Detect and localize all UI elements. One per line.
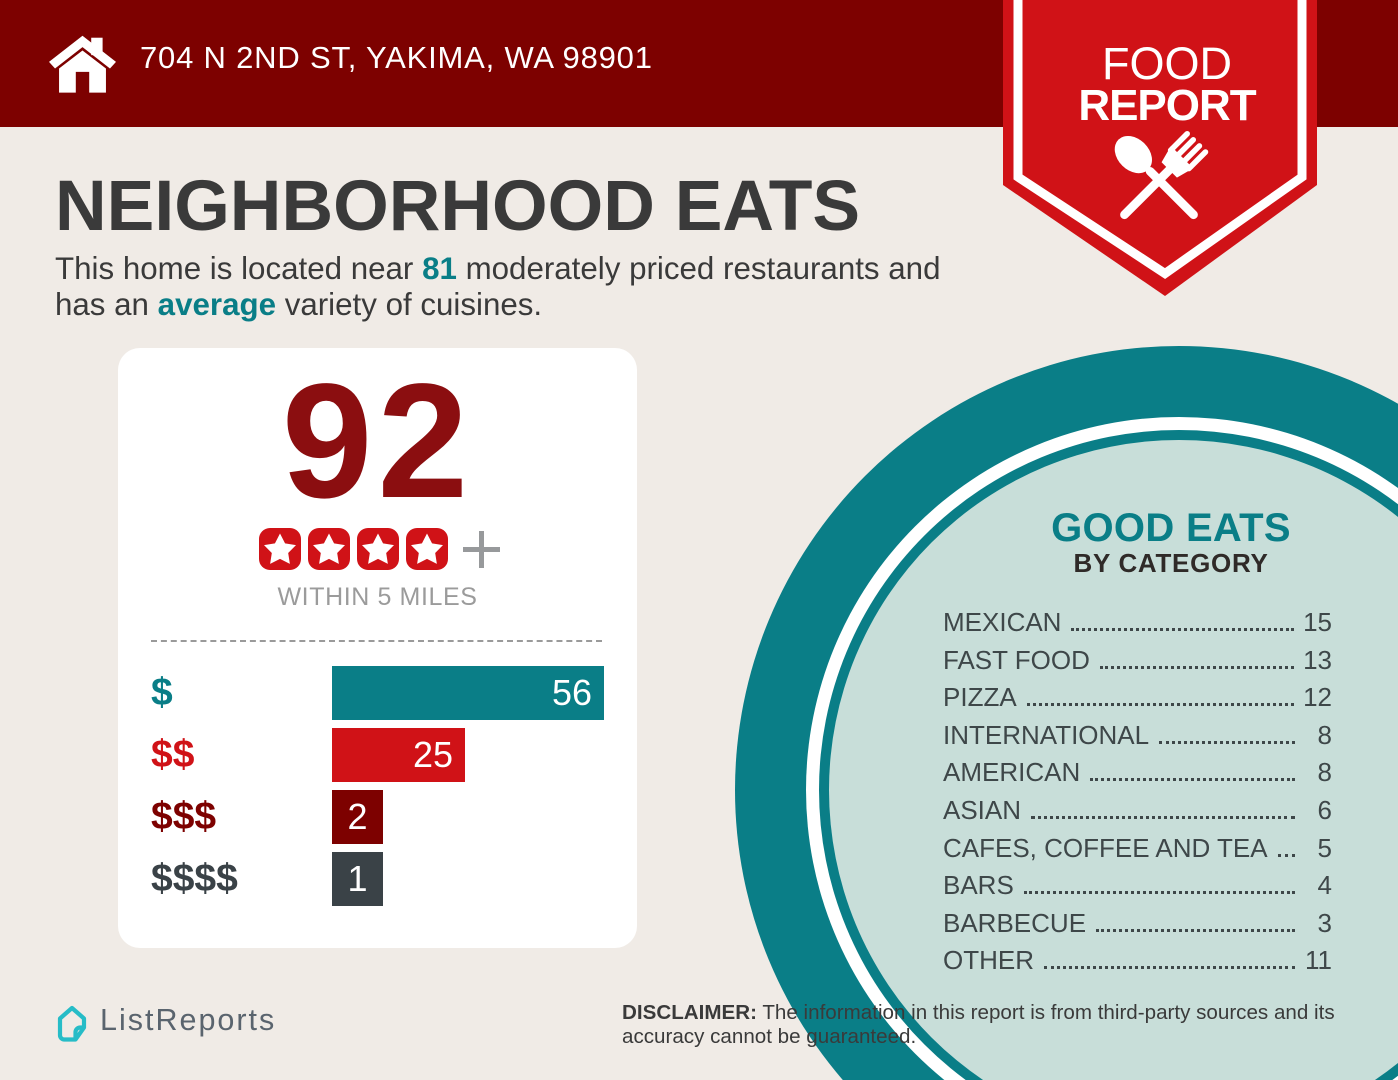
category-value: 3	[1317, 907, 1332, 938]
intro-text: This home is located near 81 moderately …	[55, 251, 1005, 322]
good-eats-title: GOOD EATS	[1051, 506, 1291, 550]
star-icon	[308, 528, 350, 570]
category-value: 4	[1317, 870, 1332, 901]
home-icon	[49, 35, 116, 93]
dotted-leader	[1277, 853, 1295, 857]
dotted-leader	[1071, 628, 1295, 631]
restaurant-score: 92	[281, 349, 474, 532]
category-row: FAST FOOD 13	[943, 645, 1332, 683]
brand-name: ListReports	[100, 1003, 277, 1037]
restaurant-count: 81	[422, 251, 457, 286]
price-bar-chart: $56 $$ 25 $$$ 2 $$$$ 1	[151, 666, 611, 914]
price-bar-value: 1	[347, 858, 368, 899]
ribbon-title-line1: FOOD	[1102, 38, 1232, 89]
ribbon-shape	[1003, 0, 1317, 296]
price-bar: 1	[332, 852, 383, 906]
dotted-leader	[1044, 966, 1295, 970]
category-label: CAFES, COFFEE AND TEA	[943, 832, 1268, 863]
category-row: ASIAN 6	[943, 795, 1332, 833]
price-bar-value: 56	[551, 672, 592, 713]
category-label: BARS	[943, 870, 1014, 901]
category-value: 6	[1317, 794, 1332, 825]
category-row: PIZZA 12	[943, 682, 1332, 720]
category-label: PIZZA	[943, 682, 1017, 713]
price-bar-label: $$	[151, 733, 195, 776]
category-row: BARBECUE 3	[943, 908, 1332, 946]
category-label: INTERNATIONAL	[943, 719, 1150, 750]
category-list: MEXICAN 15 FAST FOOD 13 PIZZA 12 INTERNATIONAL…	[943, 607, 1332, 983]
plus-icon	[463, 530, 500, 568]
dotted-leader	[1031, 815, 1295, 819]
category-row: MEXICAN 15	[943, 607, 1332, 645]
disclaimer-text: The information in this report is from t…	[622, 1001, 1335, 1048]
category-label: BARBECUE	[943, 907, 1087, 938]
ribbon-title-line2: REPORT	[1078, 81, 1256, 130]
star-icon	[357, 528, 399, 570]
price-bar: 56	[332, 666, 604, 720]
price-bar-row: $$$ 2	[151, 790, 611, 844]
intro-line1-post: moderately priced restaurants and	[456, 251, 941, 286]
price-bar-value: 2	[347, 796, 368, 837]
dotted-leader	[1099, 665, 1295, 669]
price-bar-row: $56	[151, 666, 611, 720]
price-bar-value: 25	[412, 734, 453, 775]
category-label: AMERICAN	[943, 757, 1081, 788]
good-eats-subtitle: BY CATEGORY	[1073, 548, 1269, 578]
page-title: NEIGHBORHOOD EATS	[55, 166, 861, 246]
category-row: INTERNATIONAL 8	[943, 720, 1332, 758]
star-icon	[259, 528, 301, 570]
price-bar-row: $$$$ 1	[151, 852, 611, 906]
category-label: OTHER	[943, 945, 1034, 976]
category-value: 12	[1303, 682, 1332, 713]
dotted-leader	[1026, 703, 1295, 707]
category-value: 8	[1317, 757, 1332, 788]
dotted-leader	[1159, 740, 1295, 744]
dotted-leader	[1023, 891, 1295, 895]
category-label: FAST FOOD	[943, 644, 1090, 675]
intro-line2-pre: has an	[55, 286, 158, 322]
variety-highlight: average	[157, 286, 276, 322]
dashed-divider	[151, 640, 602, 642]
price-bar-label: $$$$	[151, 857, 238, 900]
dotted-leader	[1096, 928, 1295, 932]
property-address: 704 N 2ND ST, YAKIMA, WA 98901	[140, 40, 653, 75]
category-value: 5	[1317, 832, 1332, 863]
disclaimer-label: DISCLAIMER:	[622, 1001, 757, 1024]
category-label: ASIAN	[943, 794, 1022, 825]
category-row: BARS 4	[943, 870, 1332, 908]
radius-label: WITHIN 5 MILES	[277, 583, 478, 611]
intro-line1-pre: This home is located near	[55, 251, 423, 286]
category-value: 11	[1305, 945, 1332, 976]
category-value: 15	[1303, 607, 1332, 637]
listreports-logo-icon	[57, 1005, 87, 1042]
price-bar-row: $$ 25	[151, 728, 611, 782]
category-row: AMERICAN 8	[943, 757, 1332, 795]
star-icon	[406, 528, 448, 570]
category-label: MEXICAN	[943, 607, 1062, 637]
disclaimer: DISCLAIMER: The information in this repo…	[622, 1001, 1350, 1048]
intro-line2-post: variety of cuisines.	[276, 286, 543, 322]
category-value: 8	[1317, 719, 1332, 750]
price-bar: 2	[332, 790, 383, 844]
star-rating	[118, 528, 637, 570]
score-card: 92 WITHIN 5 MILES $56 $$ 25 $$$ 2 $$$$ 1	[118, 348, 637, 948]
category-row: CAFES, COFFEE AND TEA 5	[943, 833, 1332, 871]
category-row: OTHER 11	[943, 945, 1332, 983]
category-value: 13	[1303, 644, 1332, 675]
price-bar-label: $$$	[151, 795, 217, 838]
price-bar-label: $	[151, 671, 173, 714]
price-bar: 25	[332, 728, 465, 782]
spoon-fork-icon	[1114, 130, 1209, 220]
food-report-ribbon: FOOD REPORT	[1003, 0, 1317, 300]
dotted-leader	[1090, 778, 1295, 782]
